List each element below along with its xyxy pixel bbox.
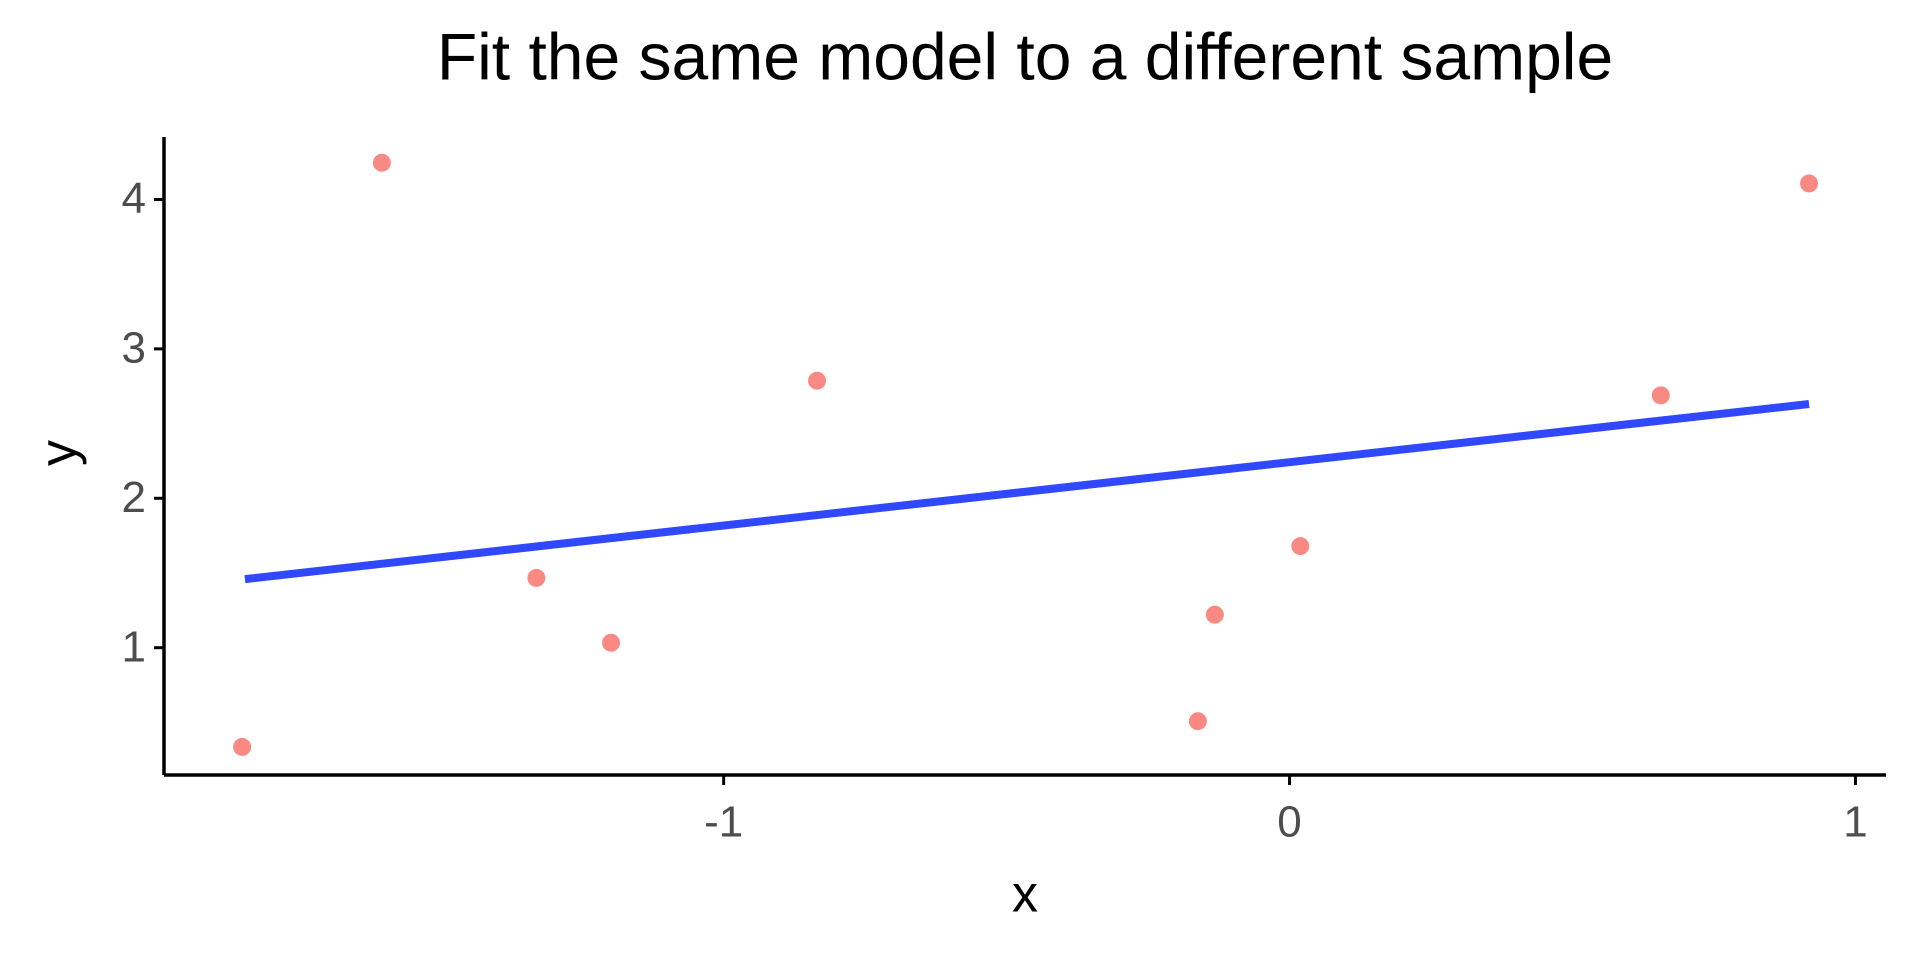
x-axis-title: x [1012,866,1038,924]
x-tick-label: -1 [704,798,743,847]
x-tick-label: 1 [1843,798,1867,847]
x-tick-label: 0 [1277,798,1301,847]
fit-line [244,400,1810,584]
y-tick-label: 2 [122,473,146,522]
point [1651,386,1670,405]
y-tick-label: 1 [122,622,146,671]
point [1188,712,1207,731]
point [1800,174,1819,193]
point [372,153,391,172]
point [602,633,621,652]
point [1205,605,1224,624]
point [233,737,252,756]
y-tick-label: 3 [122,323,146,372]
point [808,371,827,390]
y-tick-label: 4 [122,174,146,223]
point [527,568,546,587]
chart-title: Fit the same model to a different sample [437,19,1613,93]
y-axis-title: y [30,440,88,466]
point [1291,537,1310,556]
